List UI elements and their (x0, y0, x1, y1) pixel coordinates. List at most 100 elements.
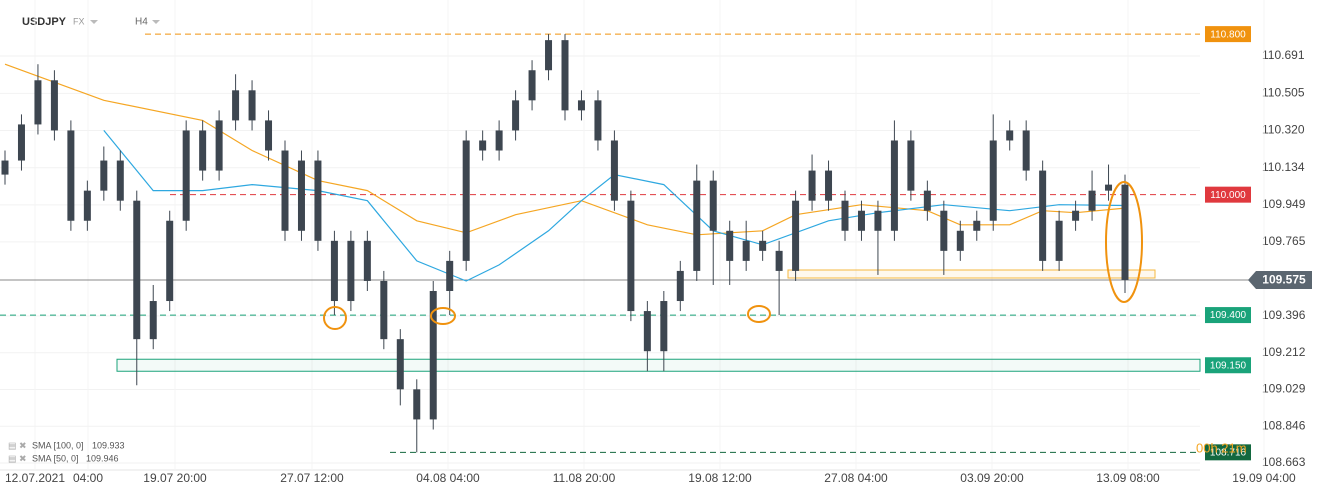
candle-body (297, 160, 305, 231)
candle-body (742, 240, 750, 261)
interval[interactable]: H4 (135, 17, 148, 28)
candle-body (890, 140, 898, 231)
annotation-circle (747, 305, 771, 323)
candle-body (775, 250, 783, 271)
candle-body (792, 200, 800, 271)
x-tick-label: 19.09 04:00 (1232, 471, 1296, 485)
candle-body (314, 160, 322, 241)
y-tick-label: 110.691 (1262, 48, 1305, 62)
level-tag (1205, 26, 1251, 43)
candle-body (940, 210, 948, 251)
candle-body (907, 140, 915, 191)
level-label: 109.400 (1210, 310, 1247, 321)
candle-body (281, 150, 289, 231)
candle-body (479, 140, 487, 151)
candle-body (17, 124, 25, 161)
candle-body (347, 240, 355, 302)
symbol[interactable]: USDJPY (22, 16, 67, 28)
candle-body (34, 80, 42, 125)
candle-body (380, 280, 388, 340)
y-tick-label: 109.765 (1262, 234, 1306, 248)
candle-body (149, 301, 157, 340)
candle-body (1088, 190, 1096, 211)
candle-body (396, 339, 404, 390)
candle-body (1055, 220, 1063, 261)
level-zone (116, 358, 1201, 372)
candle-body (446, 260, 454, 291)
candle-body (561, 40, 569, 111)
current-price-tag (1248, 270, 1312, 289)
candle-body (100, 160, 108, 191)
candle-body (1072, 210, 1080, 221)
countdown: 00h 21m (1196, 440, 1247, 455)
candle-body (1006, 130, 1014, 141)
level-label: 110.000 (1210, 190, 1246, 201)
level-tag (1205, 357, 1251, 374)
legend-icon: ▤ ✖ (8, 453, 27, 463)
candle-body (50, 80, 58, 131)
legend-name: SMA [50, 0] (32, 453, 79, 463)
y-tick-label: 108.846 (1262, 418, 1306, 432)
sma-line (103, 130, 1126, 282)
candle-body (1022, 130, 1030, 171)
y-tick-label: 109.949 (1262, 197, 1306, 211)
candle-body (759, 240, 767, 251)
candle-body (660, 301, 668, 352)
y-tick-label: 109.029 (1262, 382, 1306, 396)
candle-body (199, 130, 207, 171)
zone (787, 269, 1156, 279)
candle-body (1, 160, 9, 175)
candle-body (709, 180, 717, 231)
candle-body (808, 170, 816, 201)
level-tag (1205, 444, 1251, 461)
candle-body (166, 220, 174, 302)
x-tick-label: 11.08 20:00 (553, 471, 616, 485)
annotation-circle (430, 307, 456, 325)
level-tag (1205, 186, 1251, 203)
candle-body (545, 40, 553, 71)
candle-body (363, 240, 371, 281)
candle-body (857, 210, 865, 231)
candle-body (989, 140, 997, 221)
candle-body (215, 120, 223, 171)
candle-body (841, 200, 849, 231)
candle-body (825, 170, 833, 201)
legend-value: 109.946 (86, 453, 119, 463)
candle-body (923, 190, 931, 211)
candle-body (182, 130, 190, 221)
annotation-circle (323, 306, 347, 330)
level-tag (1205, 307, 1251, 324)
level-label: 108.716 (1210, 447, 1247, 458)
level-label: 110.800 (1210, 29, 1246, 40)
x-tick-label: 12.07.2021 (5, 471, 65, 485)
x-tick-label: 03.09 20:00 (960, 471, 1024, 485)
candle-body (1039, 170, 1047, 261)
dropdown-arrow[interactable] (152, 20, 160, 24)
current-price-label: 109.575 (1262, 273, 1306, 287)
candle-body (627, 200, 635, 312)
legend-value: 109.933 (92, 440, 125, 450)
level-label: 109.150 (1210, 360, 1247, 371)
x-tick-label: 19.08 12:00 (688, 471, 752, 485)
dropdown-arrow[interactable] (90, 20, 98, 24)
candle-body (956, 230, 964, 251)
candle-body (676, 270, 684, 302)
annotation-ellipse (1105, 181, 1143, 303)
y-tick-label: 110.134 (1262, 160, 1305, 174)
x-tick-label: 27.07 12:00 (280, 471, 344, 485)
candle-body (973, 220, 981, 231)
candle-body (693, 180, 701, 271)
candle-body (413, 389, 421, 420)
y-tick-label: 109.396 (1262, 308, 1306, 322)
candle-body (232, 90, 240, 121)
candle-body (643, 311, 651, 352)
candle-body (726, 230, 734, 261)
candle-body (577, 100, 585, 111)
candle-body (874, 210, 882, 231)
candle-body (133, 200, 141, 340)
legend-name: SMA [100, 0] (32, 440, 84, 450)
candle-body (1121, 184, 1129, 280)
y-tick-label: 110.505 (1262, 85, 1305, 99)
